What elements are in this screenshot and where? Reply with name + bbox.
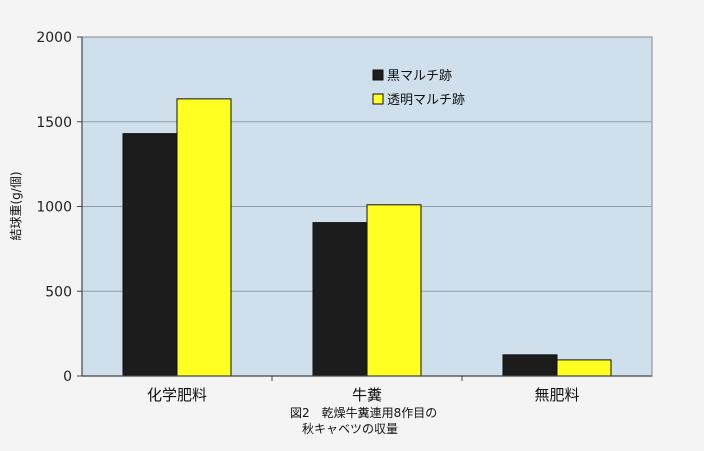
y-tick-label: 1500 (36, 115, 72, 131)
bar (556, 359, 612, 377)
legend-swatch (372, 93, 384, 105)
bar (176, 98, 232, 377)
caption-line-1: 図2 乾燥牛糞連用8作目の (290, 405, 437, 420)
x-tick-label: 化学肥料 (147, 386, 207, 404)
legend-label: 黒マルチ跡 (387, 68, 452, 84)
bar (502, 354, 558, 377)
y-tick-label: 0 (63, 369, 72, 385)
y-axis-ticks: 0 500 1000 1500 2000 (36, 30, 82, 385)
legend-label: 透明マルチ跡 (387, 92, 465, 108)
legend-swatch (372, 69, 384, 81)
bar (312, 222, 368, 377)
x-tick-label: 無肥料 (534, 386, 579, 404)
caption-line-2: 秋キャベツの収量 (302, 422, 398, 436)
y-axis-label: 結球重(g/個) (9, 171, 23, 240)
bar (122, 133, 178, 377)
y-tick-label: 1000 (36, 200, 72, 216)
y-tick-label: 2000 (36, 30, 72, 46)
bar (366, 204, 422, 377)
bars (122, 98, 612, 377)
x-axis-ticks: 化学肥料 牛糞 無肥料 (147, 376, 580, 404)
x-tick-label: 牛糞 (352, 386, 382, 404)
y-tick-label: 500 (45, 284, 72, 300)
